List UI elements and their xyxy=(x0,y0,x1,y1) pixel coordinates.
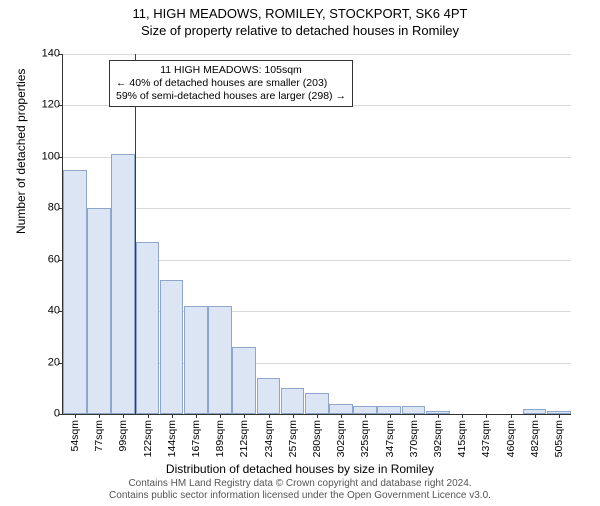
x-tick-mark xyxy=(220,414,221,418)
histogram-bar xyxy=(63,170,87,414)
x-tick-mark xyxy=(269,414,270,418)
x-tick-label: 392sqm xyxy=(432,420,444,457)
histogram-bar xyxy=(111,154,135,414)
histogram-bar xyxy=(377,406,401,414)
x-axis-label: Distribution of detached houses by size … xyxy=(0,462,600,476)
x-tick-label: 234sqm xyxy=(263,420,275,457)
x-tick-mark xyxy=(341,414,342,418)
highlight-marker-line xyxy=(135,54,136,414)
chart-title-main: 11, HIGH MEADOWS, ROMILEY, STOCKPORT, SK… xyxy=(0,6,600,21)
histogram-bar xyxy=(136,242,160,414)
histogram-bar xyxy=(232,347,256,414)
x-tick-mark xyxy=(365,414,366,418)
x-tick-mark xyxy=(511,414,512,418)
x-tick-label: 257sqm xyxy=(287,420,299,457)
x-tick-label: 122sqm xyxy=(142,420,154,457)
annotation-box: 11 HIGH MEADOWS: 105sqm ← 40% of detache… xyxy=(109,60,353,107)
x-tick-mark xyxy=(196,414,197,418)
annotation-line1: 11 HIGH MEADOWS: 105sqm xyxy=(116,64,346,77)
gridline xyxy=(63,54,571,55)
y-tick-label: 100 xyxy=(42,151,60,162)
x-tick-label: 415sqm xyxy=(456,420,468,457)
x-tick-label: 144sqm xyxy=(166,420,178,457)
x-tick-mark xyxy=(244,414,245,418)
y-tick-label: 120 xyxy=(42,100,60,111)
gridline xyxy=(63,157,571,158)
x-tick-label: 212sqm xyxy=(238,420,250,457)
x-tick-label: 370sqm xyxy=(408,420,420,457)
x-tick-label: 325sqm xyxy=(359,420,371,457)
x-tick-label: 437sqm xyxy=(480,420,492,457)
chart-title-sub: Size of property relative to detached ho… xyxy=(0,23,600,38)
x-tick-label: 302sqm xyxy=(335,420,347,457)
x-tick-label: 280sqm xyxy=(311,420,323,457)
histogram-bar xyxy=(257,378,281,414)
x-tick-mark xyxy=(462,414,463,418)
footnote-line2: Contains public sector information licen… xyxy=(0,490,600,502)
x-tick-mark xyxy=(172,414,173,418)
x-tick-mark xyxy=(390,414,391,418)
histogram-bar xyxy=(208,306,232,414)
x-tick-mark xyxy=(438,414,439,418)
x-tick-label: 167sqm xyxy=(190,420,202,457)
footnote: Contains HM Land Registry data © Crown c… xyxy=(0,478,600,501)
histogram-bar xyxy=(87,208,111,414)
histogram-bar xyxy=(160,280,184,414)
y-tick-label: 140 xyxy=(42,49,60,60)
x-tick-mark xyxy=(486,414,487,418)
histogram-bar xyxy=(353,406,377,414)
y-tick-label: 20 xyxy=(48,357,60,368)
x-tick-label: 54sqm xyxy=(69,420,81,452)
plot-area: 02040608010012014054sqm77sqm99sqm122sqm1… xyxy=(62,54,571,415)
gridline xyxy=(63,208,571,209)
x-tick-label: 460sqm xyxy=(505,420,517,457)
histogram-bar xyxy=(281,388,305,414)
footnote-line1: Contains HM Land Registry data © Crown c… xyxy=(0,478,600,490)
histogram-bar xyxy=(402,406,426,414)
x-tick-mark xyxy=(535,414,536,418)
x-tick-label: 77sqm xyxy=(93,420,105,452)
annotation-line3: 59% of semi-detached houses are larger (… xyxy=(116,90,346,103)
x-tick-mark xyxy=(123,414,124,418)
x-tick-mark xyxy=(317,414,318,418)
x-tick-mark xyxy=(148,414,149,418)
x-tick-mark xyxy=(414,414,415,418)
y-tick-label: 0 xyxy=(54,409,60,420)
y-tick-label: 40 xyxy=(48,306,60,317)
chart-container: 11, HIGH MEADOWS, ROMILEY, STOCKPORT, SK… xyxy=(0,6,600,506)
y-tick-label: 80 xyxy=(48,203,60,214)
x-tick-label: 505sqm xyxy=(553,420,565,457)
x-tick-label: 347sqm xyxy=(384,420,396,457)
x-tick-mark xyxy=(99,414,100,418)
y-axis-label: Number of detached properties xyxy=(14,69,28,234)
x-tick-mark xyxy=(559,414,560,418)
x-tick-mark xyxy=(75,414,76,418)
histogram-bar xyxy=(184,306,208,414)
histogram-bar xyxy=(305,393,329,414)
x-tick-label: 482sqm xyxy=(529,420,541,457)
annotation-line2: ← 40% of detached houses are smaller (20… xyxy=(116,77,346,90)
x-tick-mark xyxy=(293,414,294,418)
x-tick-label: 189sqm xyxy=(214,420,226,457)
x-tick-label: 99sqm xyxy=(117,420,129,452)
histogram-bar xyxy=(329,404,353,414)
y-tick-label: 60 xyxy=(48,254,60,265)
